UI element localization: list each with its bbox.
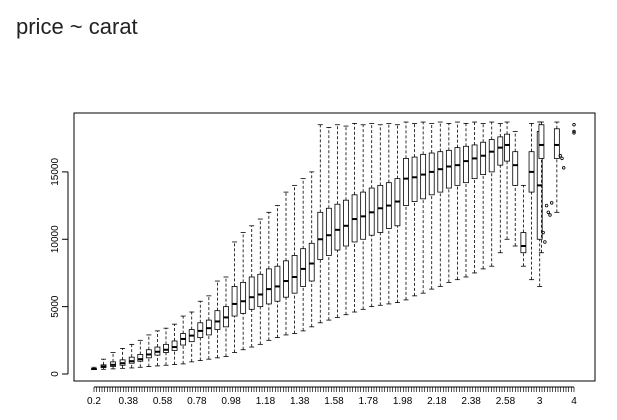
box [428, 152, 435, 196]
box [163, 343, 169, 353]
box [274, 265, 281, 302]
outlier-point [572, 131, 576, 135]
box [171, 340, 178, 351]
y-tick-label: 0 [50, 371, 61, 377]
outlier-point [558, 154, 562, 158]
y-axis: 0 5000 10000 15000 [50, 158, 69, 377]
x-tick-label: 3 [537, 396, 543, 407]
boxes-layer [91, 121, 560, 371]
box [445, 149, 452, 189]
outlier-point [541, 230, 545, 235]
box [437, 151, 444, 193]
box [497, 136, 504, 166]
box [471, 144, 478, 180]
box [240, 281, 247, 314]
x-tick-label: 1.18 [256, 396, 276, 407]
outlier-point [572, 123, 576, 127]
box [504, 133, 510, 162]
y-tick-label: 10000 [50, 225, 61, 253]
chart-title: price ~ carat [16, 14, 138, 39]
box [454, 147, 461, 186]
box [248, 276, 255, 310]
box [488, 139, 495, 173]
x-tick-label: 2.18 [427, 396, 447, 407]
box [520, 232, 527, 254]
x-tick-label: 1.98 [393, 396, 413, 407]
outlier-point [572, 129, 576, 134]
box [512, 151, 519, 186]
box [308, 242, 315, 282]
y-tick-label: 5000 [50, 295, 61, 318]
y-tick-label: 15000 [50, 158, 61, 186]
box [411, 156, 418, 202]
x-tick-label: 0.2 [87, 396, 101, 407]
x-tick-label: 1.58 [324, 396, 344, 407]
box [463, 145, 469, 184]
box [137, 354, 144, 362]
box [538, 124, 545, 159]
x-axis: 0.2 0.38 0.58 0.78 0.98 1.18 1.38 1.58 1.78 1.98 2… [87, 386, 577, 407]
x-tick-label: 0.38 [119, 396, 139, 407]
plot-frame [73, 112, 596, 382]
outlier-point [543, 240, 547, 244]
box [291, 255, 298, 294]
box [403, 158, 409, 206]
box [257, 273, 264, 308]
box [265, 268, 272, 305]
box [300, 248, 307, 287]
outlier-point [548, 213, 552, 217]
box [334, 203, 341, 251]
outlier-point [562, 166, 566, 170]
x-tick-label: 1.38 [290, 396, 310, 407]
x-tick-label: 2.58 [496, 396, 516, 407]
box [480, 141, 487, 175]
box [553, 128, 560, 159]
box [231, 286, 238, 317]
outliers-layer [541, 123, 576, 244]
x-tick-label: 4 [571, 396, 577, 407]
x-tick-label: 2.38 [461, 396, 481, 407]
outlier-point [546, 210, 550, 215]
box [128, 356, 135, 364]
box [343, 199, 349, 247]
x-tick-label: 0.98 [221, 396, 241, 407]
box [283, 260, 289, 298]
box [317, 211, 324, 260]
box [214, 310, 221, 330]
box [420, 153, 427, 200]
outlier-point [544, 203, 549, 208]
x-tick-label: 0.58 [153, 396, 173, 407]
x-tick-label: 1.78 [359, 396, 379, 407]
x-tick-label: 0.78 [187, 396, 207, 407]
outlier-point [560, 156, 564, 161]
box [325, 207, 332, 256]
outlier-point [550, 201, 554, 205]
